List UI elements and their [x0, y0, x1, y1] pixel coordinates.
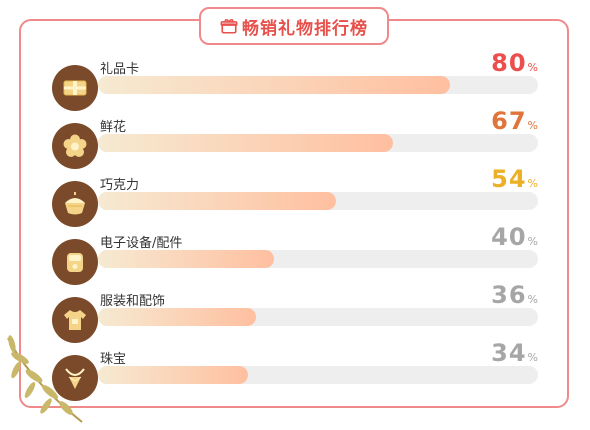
category-label: 礼品卡: [100, 62, 140, 77]
flower-icon: [52, 123, 98, 169]
bar-row: 服装和配饰 36%: [0, 281, 590, 345]
value-unit: %: [527, 235, 538, 248]
bar: [98, 192, 336, 210]
value-label: 40%: [491, 223, 538, 251]
value-unit: %: [527, 119, 538, 132]
bar-row: 礼品卡 80%: [0, 49, 590, 113]
device-icon: [52, 239, 98, 285]
bar: [98, 134, 393, 152]
chocolate-icon: [52, 181, 98, 227]
leaf-branch-icon: [7, 335, 83, 423]
value-unit: %: [527, 177, 538, 190]
category-label: 巧克力: [100, 178, 140, 193]
gift-card-icon: [52, 65, 98, 111]
value-label: 36%: [491, 281, 538, 309]
value-label: 67%: [491, 107, 538, 135]
value-label: 34%: [491, 339, 538, 367]
value-number: 34: [491, 339, 527, 367]
category-label: 鲜花: [100, 120, 127, 135]
category-label: 珠宝: [100, 352, 127, 367]
bar: [98, 308, 257, 326]
value-number: 67: [491, 107, 527, 135]
bar-row: 巧克力 54%: [0, 165, 590, 229]
bar: [98, 76, 450, 94]
value-unit: %: [527, 351, 538, 364]
value-label: 80%: [491, 49, 538, 77]
bar-row: 鲜花 67%: [0, 107, 590, 171]
value-label: 54%: [491, 165, 538, 193]
gift-icon: [220, 19, 238, 34]
value-number: 36: [491, 281, 527, 309]
value-number: 54: [491, 165, 527, 193]
value-unit: %: [527, 61, 538, 74]
chart-title: 畅销礼物排行榜: [242, 18, 368, 39]
bar-row: 珠宝 34%: [0, 339, 590, 403]
bar: [98, 250, 274, 268]
value-number: 40: [491, 223, 527, 251]
jewelry-icon: [52, 355, 98, 401]
category-label: 服装和配饰: [100, 294, 166, 309]
bar-row: 电子设备/配件 40%: [0, 223, 590, 287]
category-label: 电子设备/配件: [100, 236, 183, 251]
value-number: 80: [491, 49, 527, 77]
bar: [98, 366, 248, 384]
title-tab: 畅销礼物排行榜: [199, 7, 389, 45]
value-unit: %: [527, 293, 538, 306]
clothing-icon: [52, 297, 98, 343]
